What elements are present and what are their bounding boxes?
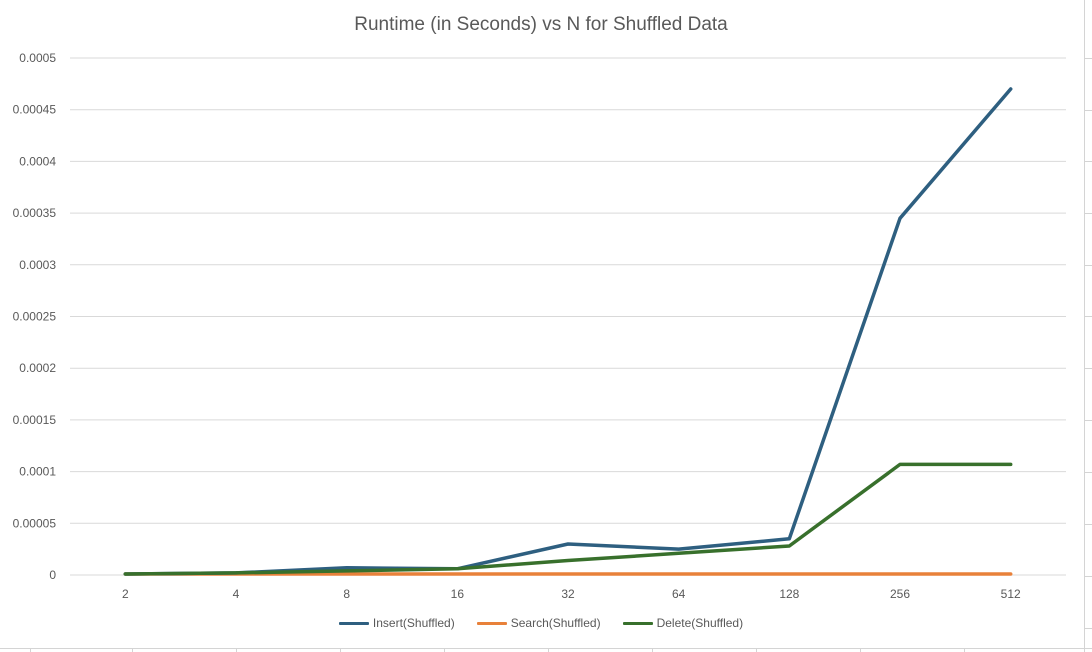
row-mark xyxy=(1085,110,1092,111)
series-lines xyxy=(123,87,1013,576)
legend-item: Search(Shuffled) xyxy=(476,616,601,630)
y-tick-label: 0 xyxy=(49,568,56,582)
x-tick-label: 16 xyxy=(451,587,465,601)
line-chart: 0 0.00005 0.0001 0.00015 0.0002 0.00025 0.0003… xyxy=(13,51,1066,601)
legend-item: Delete(Shuffled) xyxy=(622,616,744,630)
row-mark xyxy=(1085,213,1092,214)
x-tick-label: 8 xyxy=(343,587,350,601)
x-tick-label: 4 xyxy=(233,587,240,601)
y-tick-label: 0.0001 xyxy=(19,465,56,479)
column-mark xyxy=(30,649,31,652)
x-tick-label: 256 xyxy=(890,587,910,601)
x-axis-ticks: 2 4 8 16 32 64 128 256 512 xyxy=(122,587,1021,601)
legend-swatch xyxy=(338,621,369,625)
y-tick-label: 0.0004 xyxy=(19,154,56,168)
row-mark xyxy=(1085,161,1092,162)
legend: Insert(Shuffled) Search(Shuffled) Delete(S… xyxy=(0,616,1082,630)
row-mark xyxy=(1085,316,1092,317)
column-mark xyxy=(548,649,549,652)
column-mark xyxy=(860,649,861,652)
row-mark xyxy=(1085,58,1092,59)
column-mark xyxy=(756,649,757,652)
legend-swatch xyxy=(476,621,507,625)
x-tick-label: 32 xyxy=(561,587,575,601)
row-mark xyxy=(1085,576,1092,577)
y-axis-ticks: 0 0.00005 0.0001 0.00015 0.0002 0.00025 0.0003… xyxy=(13,51,57,582)
sheet-gridline-right xyxy=(1084,0,1085,652)
legend-label: Insert(Shuffled) xyxy=(372,616,455,630)
row-mark xyxy=(1085,472,1092,473)
legend-item: Insert(Shuffled) xyxy=(338,616,455,630)
gridlines xyxy=(70,57,1066,576)
row-mark xyxy=(1085,265,1092,266)
y-tick-label: 0.0003 xyxy=(19,258,56,272)
column-mark xyxy=(964,649,965,652)
legend-label: Delete(Shuffled) xyxy=(656,616,744,630)
row-mark xyxy=(1085,524,1092,525)
sheet-gridline-bottom xyxy=(0,648,1092,649)
row-mark xyxy=(1085,368,1092,369)
y-tick-label: 0.00035 xyxy=(13,206,57,220)
column-mark xyxy=(444,649,445,652)
column-mark xyxy=(132,649,133,652)
column-mark xyxy=(652,649,653,652)
y-tick-label: 0.00025 xyxy=(13,310,57,324)
chart-title: Runtime (in Seconds) vs N for Shuffled D… xyxy=(354,14,728,35)
legend-swatch xyxy=(622,621,653,625)
x-tick-label: 64 xyxy=(672,587,686,601)
x-tick-label: 2 xyxy=(122,587,129,601)
y-tick-label: 0.00045 xyxy=(13,103,57,117)
y-tick-label: 0.0005 xyxy=(19,51,56,65)
series-line-delete-shuffled xyxy=(123,462,1013,576)
y-tick-label: 0.00015 xyxy=(13,413,57,427)
row-mark xyxy=(1085,628,1092,629)
y-tick-label: 0.0002 xyxy=(19,361,56,375)
x-tick-label: 512 xyxy=(1001,587,1021,601)
column-mark xyxy=(236,649,237,652)
legend-label: Search(Shuffled) xyxy=(510,616,601,630)
column-mark xyxy=(340,649,341,652)
y-tick-label: 0.00005 xyxy=(13,516,57,530)
x-tick-label: 128 xyxy=(779,587,799,601)
row-mark xyxy=(1085,420,1092,421)
